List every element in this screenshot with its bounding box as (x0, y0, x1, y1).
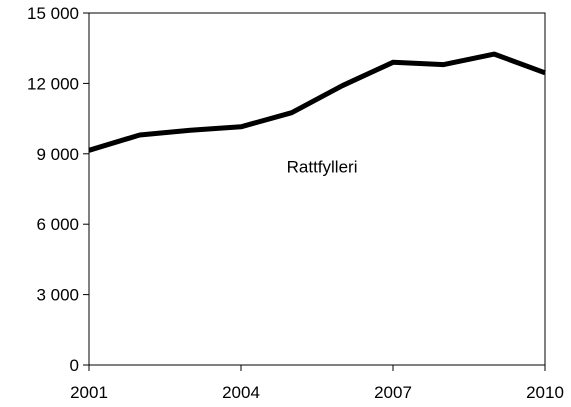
x-tick-label: 2007 (374, 383, 412, 402)
y-tick-label: 15 000 (27, 4, 79, 23)
y-tick-label: 12 000 (27, 74, 79, 93)
x-axis: 2001 2004 2007 2010 (70, 365, 564, 402)
x-tick-label: 2001 (70, 383, 108, 402)
series-label-rattfylleri: Rattfylleri (287, 158, 358, 177)
y-tick-label: 6 000 (36, 215, 79, 234)
series-line (88, 51, 546, 153)
y-tick-label: 9 000 (36, 145, 79, 164)
series-layer (88, 51, 546, 153)
x-tick-label: 2004 (222, 383, 260, 402)
y-axis: 0 3 000 6 000 9 000 12 000 15 000 (27, 4, 89, 375)
x-tick-label: 2010 (526, 383, 564, 402)
plot-frame (88, 12, 546, 366)
y-tick-label: 3 000 (36, 286, 79, 305)
y-tick-label: 0 (70, 356, 79, 375)
